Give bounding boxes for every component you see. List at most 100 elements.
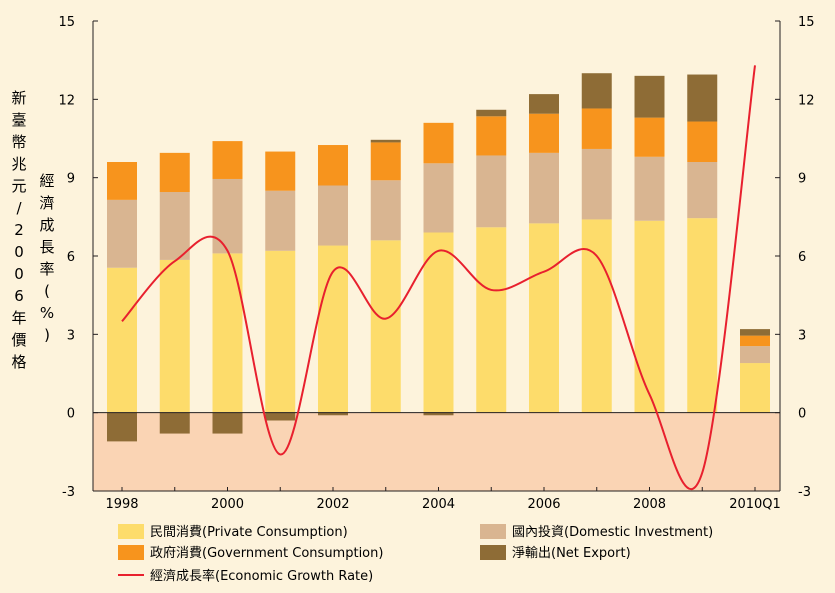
bar-private-consumption-2002 [318, 245, 348, 413]
y-left-tick-label: -3 [62, 485, 75, 500]
y-right-tick-label: 9 [798, 172, 806, 187]
y-left-title-char: 0 [14, 243, 24, 261]
bars-layer [107, 73, 770, 442]
bar-domestic-investment-1999 [159, 192, 190, 260]
bar-net-export-2004 [423, 412, 454, 416]
bar-private-consumption-2009 [687, 218, 718, 413]
bar-private-consumption-2005 [476, 227, 507, 413]
bar-private-consumption-2007 [581, 219, 612, 413]
negative-region [93, 412, 780, 491]
bar-net-export-2009 [687, 74, 718, 122]
y-right-title-char: 長 [39, 238, 54, 256]
x-tick-label: 2010Q1 [729, 497, 781, 512]
bar-domestic-investment-1998 [107, 199, 137, 268]
legend-swatch-domestic-investment [480, 524, 506, 539]
axis-ticks: 15 15 12 12 9 9 6 6 3 3 0 0 -3 -3 1998 2000 2002 2004 2006… [58, 15, 814, 512]
y-right-title-char: ) [44, 326, 50, 344]
bar-government-consumption-2005 [476, 116, 507, 156]
bar-domestic-investment-2004 [423, 163, 454, 233]
bar-net-export-2006 [529, 94, 559, 114]
bar-government-consumption-2000 [212, 141, 243, 179]
bar-net-export-2001 [265, 412, 296, 421]
x-tick-label: 2006 [527, 497, 560, 512]
bar-domestic-investment-2000 [212, 178, 243, 254]
legend-swatch-net-export [480, 545, 506, 560]
bar-domestic-investment-2007 [581, 148, 612, 220]
bar-government-consumption-2006 [529, 113, 559, 153]
y-left-title-char: 年 [11, 309, 26, 327]
growth-rate-line [121, 65, 756, 491]
bar-domestic-investment-2003 [370, 180, 401, 241]
bar-private-consumption-2000 [212, 253, 243, 413]
bar-government-consumption-2010Q1 [740, 335, 770, 347]
bar-government-consumption-1998 [107, 162, 137, 200]
y-left-title-char: 格 [11, 353, 26, 371]
y-left-title-char: 2 [14, 221, 24, 239]
bar-domestic-investment-2008 [634, 156, 665, 221]
y-right-tick-label: 15 [798, 15, 815, 30]
bar-private-consumption-1999 [159, 259, 190, 413]
x-tick-label: 1998 [105, 497, 138, 512]
bar-domestic-investment-2002 [318, 185, 348, 246]
legend-label-growth-rate: 經濟成長率(Economic Growth Rate) [150, 568, 373, 584]
legend: 民間消費(Private Consumption) 國內投資(Domestic … [118, 524, 713, 584]
bar-net-export-2005 [476, 109, 507, 117]
legend-swatch-government-consumption [118, 545, 144, 560]
bar-private-consumption-2010Q1 [740, 363, 770, 413]
y-left-tick-label: 12 [58, 93, 75, 108]
y-right-axis-title: 經濟成長率 (%) [39, 172, 54, 344]
bar-government-consumption-2007 [581, 108, 612, 149]
bar-domestic-investment-2006 [529, 152, 559, 224]
bar-net-export-1999 [159, 412, 190, 434]
y-right-title-char: ( [44, 282, 50, 300]
bar-domestic-investment-2001 [265, 190, 296, 251]
x-tick-label: 2008 [633, 497, 666, 512]
bar-government-consumption-2008 [634, 117, 665, 157]
y-left-tick-label: 9 [67, 172, 75, 187]
bar-government-consumption-2002 [318, 145, 348, 186]
bar-private-consumption-2001 [265, 250, 296, 413]
y-right-tick-label: 0 [798, 407, 806, 422]
y-right-tick-label: 12 [798, 93, 815, 108]
y-right-title-char: 經 [39, 172, 54, 190]
bar-net-export-2003 [370, 139, 401, 143]
y-left-tick-label: 15 [58, 15, 75, 30]
bar-private-consumption-2008 [634, 220, 665, 413]
y-left-title-char: 0 [14, 265, 24, 283]
y-left-title-char: 兆 [11, 155, 26, 173]
legend-label-net-export: 淨輸出(Net Export) [512, 546, 631, 561]
bar-private-consumption-1998 [107, 267, 137, 413]
bar-government-consumption-2009 [687, 121, 718, 162]
bar-private-consumption-2004 [423, 232, 454, 413]
y-left-title-char: 幣 [11, 133, 26, 151]
bar-net-export-2010Q1 [740, 329, 770, 336]
legend-label-government-consumption: 政府消費(Government Consumption) [150, 546, 383, 561]
legend-label-domestic-investment: 國內投資(Domestic Investment) [512, 524, 713, 540]
bar-net-export-2007 [581, 73, 612, 109]
x-tick-label: 2000 [211, 497, 244, 512]
bar-private-consumption-2003 [370, 240, 401, 413]
y-left-tick-label: 0 [67, 407, 75, 422]
bar-net-export-1998 [107, 412, 137, 442]
y-right-title-char: 成 [39, 216, 54, 234]
y-left-title-char: 新 [11, 89, 26, 107]
bar-net-export-2000 [212, 412, 243, 434]
y-left-tick-label: 3 [67, 328, 75, 343]
x-tick-label: 2002 [316, 497, 349, 512]
y-right-tick-label: 3 [798, 328, 806, 343]
y-right-title-char: 濟 [39, 194, 54, 212]
y-right-tick-label: -3 [798, 485, 811, 500]
bar-government-consumption-2004 [423, 122, 454, 164]
bar-government-consumption-2003 [370, 142, 401, 181]
y-right-title-char: 率 [39, 260, 54, 278]
bar-government-consumption-2001 [265, 151, 296, 191]
bar-private-consumption-2006 [529, 223, 559, 413]
y-left-title-char: 元 [11, 177, 26, 195]
y-left-title-char: 臺 [11, 111, 26, 129]
legend-label-private-consumption: 民間消費(Private Consumption) [150, 525, 348, 540]
y-left-title-char: 6 [14, 287, 24, 305]
y-left-title-char: / [16, 199, 22, 217]
bar-net-export-2008 [634, 75, 665, 118]
